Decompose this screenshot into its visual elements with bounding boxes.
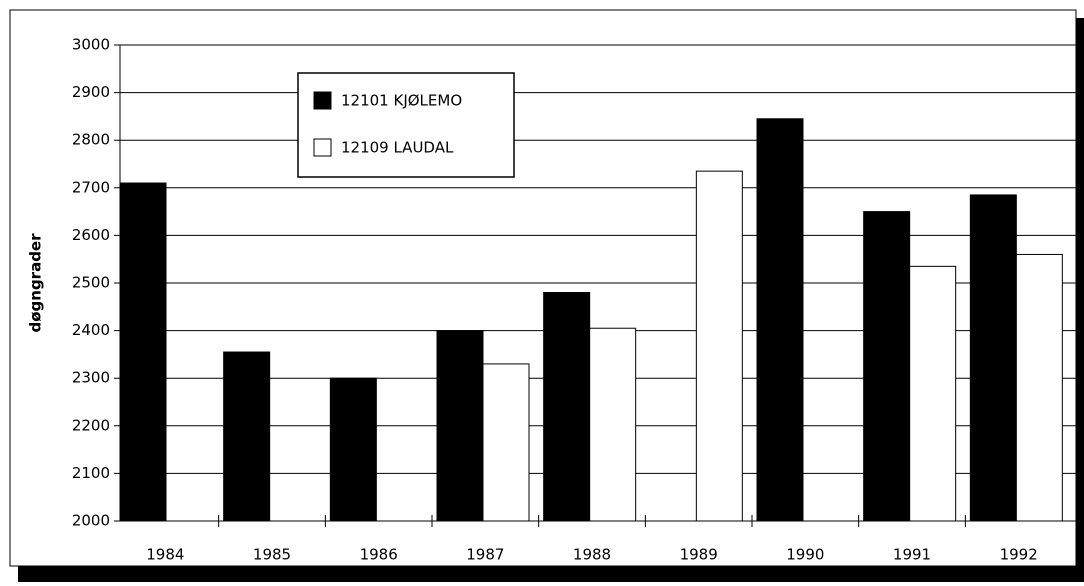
bar [969, 194, 1017, 522]
frame-shadow [1076, 18, 1084, 582]
bar [223, 351, 271, 522]
y-tick-label: 2100 [72, 464, 110, 482]
x-tick-label: 1986 [360, 546, 398, 564]
x-tick-label: 1984 [146, 546, 184, 564]
y-tick-label: 2600 [72, 226, 110, 244]
bar [695, 170, 743, 522]
bar [589, 327, 637, 522]
x-tick-label: 1989 [680, 546, 718, 564]
y-tick-label: 2800 [72, 131, 110, 149]
bar [1015, 253, 1063, 522]
y-tick-label: 2700 [72, 178, 110, 196]
y-tick-label: 2500 [72, 274, 110, 292]
y-tick-label: 2300 [72, 369, 110, 387]
y-tick-label: 2000 [72, 512, 110, 530]
x-tick-label: 1988 [573, 546, 611, 564]
bar [482, 363, 530, 522]
x-tick-label: 1990 [786, 546, 824, 564]
legend-label: 12101 KJØLEMO [341, 92, 462, 110]
y-tick-label: 2900 [72, 83, 110, 101]
y-tick-label: 2400 [72, 321, 110, 339]
bar [119, 182, 167, 522]
y-axis-title: døgngrader [27, 233, 45, 333]
bar [756, 118, 804, 522]
bar [909, 265, 957, 522]
legend-swatch [313, 138, 332, 157]
x-tick-label: 1991 [893, 546, 931, 564]
y-tick-label: 2200 [72, 416, 110, 434]
legend-box [297, 72, 515, 178]
x-tick-label: 1985 [253, 546, 291, 564]
x-tick-label: 1987 [466, 546, 504, 564]
bar [436, 330, 484, 522]
legend-label: 12109 LAUDAL [341, 139, 454, 157]
x-tick-label: 1992 [1000, 546, 1038, 564]
bar [543, 292, 591, 522]
frame-shadow [18, 566, 1084, 582]
bar [329, 377, 377, 522]
legend-swatch [313, 91, 332, 110]
y-tick-label: 3000 [72, 36, 110, 54]
bar [863, 211, 911, 522]
